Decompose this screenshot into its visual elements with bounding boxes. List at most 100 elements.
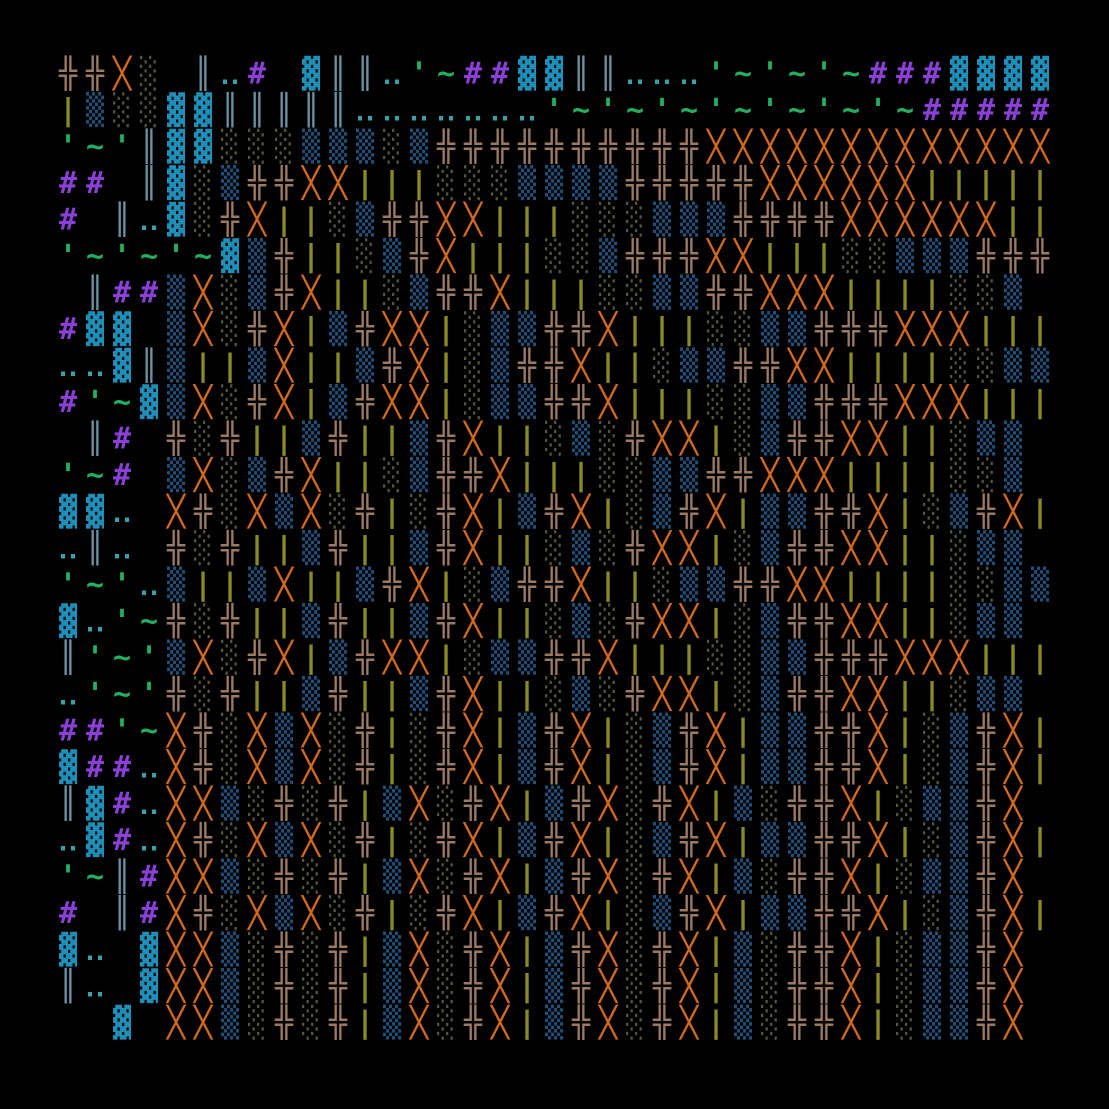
glyph: ░ <box>626 859 644 895</box>
glyph: | <box>491 422 509 457</box>
glyph: ╬ <box>1030 237 1050 274</box>
glyph: ▒ <box>977 421 996 457</box>
glyph: ░ <box>221 713 239 749</box>
glyph: | <box>896 422 914 457</box>
glyph: ╳ <box>300 713 322 749</box>
glyph: ╬ <box>787 675 807 712</box>
glyph: ╳ <box>1002 786 1024 822</box>
glyph: ░ <box>464 384 482 420</box>
glyph: ╳ <box>705 749 727 785</box>
glyph: | <box>329 276 347 311</box>
glyph: | <box>491 495 509 530</box>
glyph: ~ <box>788 57 806 92</box>
glyph: ╬ <box>814 675 834 712</box>
glyph: ' <box>869 93 887 128</box>
glyph: | <box>518 787 536 822</box>
glyph: ░ <box>275 129 293 165</box>
glyph: ' <box>86 641 104 676</box>
glyph: | <box>518 203 536 238</box>
glyph: ▓ <box>167 201 186 238</box>
glyph: ‥ <box>436 93 456 128</box>
glyph: ║ <box>140 164 158 201</box>
glyph: | <box>923 422 941 457</box>
glyph: ░ <box>545 421 563 457</box>
glyph: ╬ <box>625 602 645 639</box>
glyph: | <box>923 458 941 493</box>
glyph: # <box>59 896 77 931</box>
glyph: # <box>140 860 158 895</box>
glyph: ╬ <box>841 821 861 858</box>
glyph: ░ <box>626 457 644 493</box>
glyph: ╳ <box>192 640 214 676</box>
glyph: ╬ <box>652 237 672 274</box>
glyph: ╬ <box>625 420 645 457</box>
glyph: ╬ <box>652 967 672 1004</box>
glyph: ╳ <box>597 1005 619 1041</box>
glyph: ░ <box>977 348 995 384</box>
glyph: ▒ <box>923 968 942 1004</box>
glyph: ╳ <box>273 384 295 420</box>
glyph: ▒ <box>221 1005 240 1041</box>
glyph: ▒ <box>518 165 537 201</box>
glyph: ░ <box>383 275 401 311</box>
glyph: ╳ <box>948 384 970 420</box>
glyph: ▒ <box>950 749 969 785</box>
glyph: ‥ <box>85 604 105 639</box>
glyph: | <box>491 604 509 639</box>
glyph: ╬ <box>787 201 807 238</box>
glyph: ╳ <box>678 968 700 1004</box>
glyph: ╳ <box>408 1005 430 1041</box>
glyph: ░ <box>923 822 941 858</box>
glyph: ░ <box>734 640 752 676</box>
glyph: | <box>248 422 266 457</box>
glyph: ╬ <box>517 128 537 165</box>
glyph: ' <box>59 239 77 274</box>
glyph: ╬ <box>868 639 888 676</box>
glyph: ░ <box>626 786 644 822</box>
glyph: ▒ <box>221 165 240 201</box>
glyph: ▒ <box>383 1005 402 1041</box>
glyph: ▒ <box>950 932 969 968</box>
glyph: ░ <box>626 822 644 858</box>
glyph: | <box>707 787 725 822</box>
glyph: ‥ <box>679 57 699 92</box>
glyph: ╳ <box>246 202 268 238</box>
glyph: ▒ <box>518 749 537 785</box>
glyph: ╬ <box>814 967 834 1004</box>
glyph: ▒ <box>1004 567 1023 603</box>
glyph: ╳ <box>246 713 268 749</box>
glyph: ▒ <box>734 968 753 1004</box>
glyph: ░ <box>410 713 428 749</box>
glyph: ░ <box>221 129 239 165</box>
glyph: ▒ <box>923 786 942 822</box>
glyph: ░ <box>896 968 914 1004</box>
glyph: ╳ <box>759 457 781 493</box>
glyph: ╬ <box>436 420 456 457</box>
glyph: # <box>923 93 941 128</box>
glyph: ╬ <box>814 894 834 931</box>
glyph: ╳ <box>381 640 403 676</box>
glyph: ╳ <box>732 238 754 274</box>
glyph: ╬ <box>517 347 537 384</box>
glyph: ▒ <box>221 859 240 895</box>
glyph: ' <box>113 239 131 274</box>
glyph: ╬ <box>976 1004 996 1041</box>
glyph: ▒ <box>1004 603 1023 639</box>
glyph: | <box>1031 823 1049 858</box>
glyph: ╬ <box>463 128 483 165</box>
glyph: | <box>383 823 401 858</box>
glyph: ▒ <box>302 603 321 639</box>
glyph: | <box>302 385 320 420</box>
glyph: ╳ <box>273 567 295 603</box>
glyph: ╳ <box>246 895 268 931</box>
glyph: ╳ <box>867 895 889 931</box>
glyph: ╳ <box>597 786 619 822</box>
glyph: ░ <box>599 457 617 493</box>
glyph: | <box>869 860 887 895</box>
glyph: ‥ <box>112 495 132 530</box>
glyph: ▒ <box>248 275 267 311</box>
glyph: ▒ <box>518 822 537 858</box>
glyph: ▒ <box>653 822 672 858</box>
glyph: ╬ <box>571 1004 591 1041</box>
glyph: ░ <box>599 275 617 311</box>
